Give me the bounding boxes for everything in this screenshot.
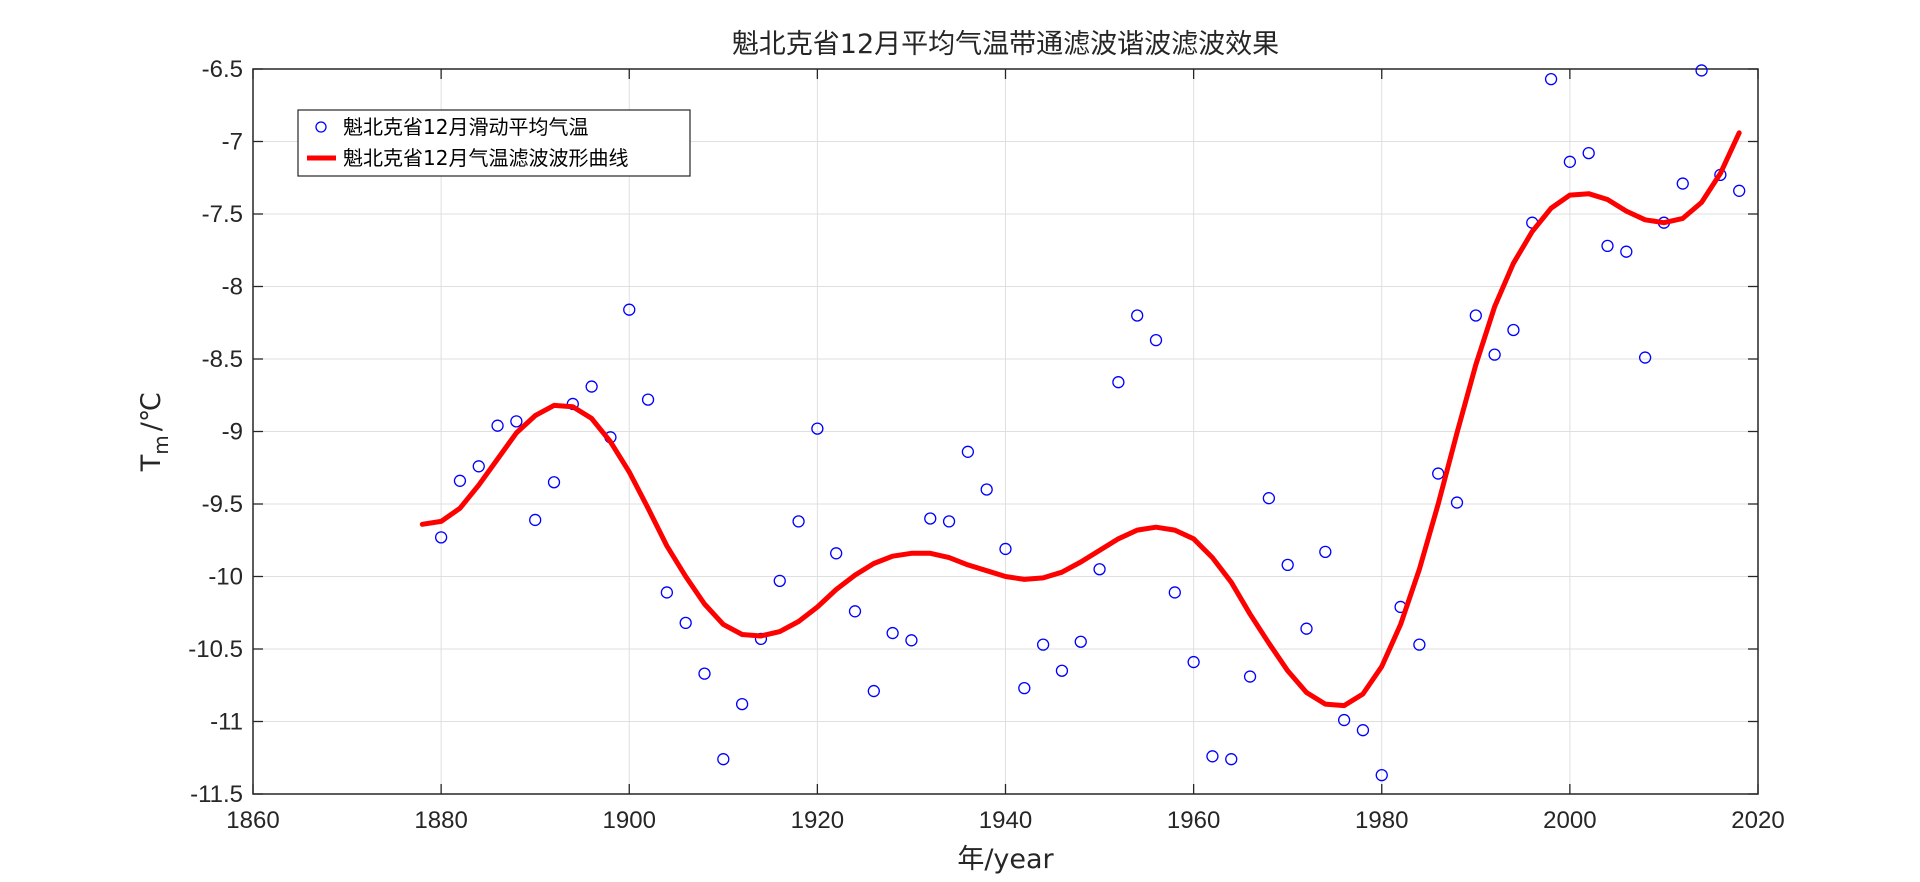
y-tick-label: -8 [222,274,243,301]
scatter-point [1544,73,1558,86]
y-axis-label-unit: /℃ [136,392,167,431]
y-tick-label: -6.5 [202,56,243,83]
scatter-point [547,476,561,489]
x-axis-label: 年/year [957,844,1054,875]
scatter-point [1112,376,1125,389]
x-tick-label: 2000 [1543,807,1596,834]
scatter-point [623,303,636,316]
scatter-point [679,616,692,630]
x-axis: 1860 1880 1900 1920 1940 1960 1980 2000 2020 [226,69,1785,834]
scatter-point [1676,177,1689,190]
scatter-point [660,586,674,599]
scatter-point [830,547,843,560]
scatter-point [942,515,956,528]
x-tick-label: 1900 [603,807,656,834]
scatter-point [1733,184,1746,197]
chart-title: 魁北克省12月平均气温带通滤波谐波滤波效果 [732,29,1279,60]
scatter-point [1356,724,1370,737]
y-tick-label: -7 [222,129,243,156]
scatter-point [453,474,467,487]
scatter-point [1638,351,1652,364]
scatter-point [510,415,523,428]
scatter-point [980,483,993,496]
x-tick-label: 1860 [226,807,279,834]
legend-marker-scatter [315,121,327,133]
scatter-point [1582,146,1595,160]
y-tick-label: -8.5 [202,346,243,373]
scatter-point [848,605,862,618]
scatter-point [886,626,899,640]
y-tick-label: -9 [222,419,243,446]
scatter-point [1093,563,1106,576]
scatter-point [1469,309,1482,322]
scatter-point [1225,753,1238,766]
scatter-point [1206,750,1219,763]
scatter-point [698,667,711,680]
scatter-point [1243,670,1257,683]
scatter-point [1168,586,1181,599]
x-tick-label: 1980 [1355,807,1408,834]
scatter-point [867,684,880,698]
y-axis-label-main: T [136,454,167,472]
x-tick-label: 1960 [1167,807,1220,834]
scatter-point [1620,245,1633,258]
scatter-point [1488,348,1501,361]
scatter-point [529,513,542,527]
scatter-point [792,515,805,528]
y-axis: -6.5 -7 -7.5 -8 -8.5 -9 -9.5 -10 -10.5 -11 -11.5 [188,56,1758,808]
y-tick-label: -9.5 [202,491,243,518]
scatter-point [434,531,448,544]
legend-label-scatter: 魁北克省12月滑动平均气温 [343,115,588,139]
scatter-point [811,422,824,435]
grid [252,68,1759,795]
x-tick-label: 1940 [979,807,1032,834]
x-tick-label: 1920 [791,807,844,834]
scatter-point [1074,635,1087,648]
scatter-point [491,419,504,432]
scatter-point [773,574,786,587]
scatter-point [735,697,749,711]
y-tick-label: -11.5 [190,781,243,808]
scatter-point [1450,496,1464,509]
scatter-point [472,460,485,473]
legend-label-line: 魁北克省12月气温滤波波形曲线 [343,146,628,170]
scatter-point [999,542,1012,556]
scatter-point [1601,239,1614,253]
scatter-point [1281,558,1294,572]
legend-box [297,109,691,177]
scatter-point [905,634,918,647]
scatter-point [1695,64,1708,77]
y-tick-label: -7.5 [202,201,243,228]
legend: 魁北克省12月滑动平均气温 魁北克省12月气温滤波波形曲线 [297,109,691,177]
scatter-point [1413,638,1426,651]
x-tick-label: 2020 [1731,807,1784,834]
filtered-curve-line [419,130,1742,709]
scatter-point [1187,655,1200,669]
scatter-point [1300,622,1313,635]
scatter-point [1262,492,1276,505]
x-tick-label: 1880 [414,807,467,834]
scatter-point [1375,769,1388,782]
scatter-point [1507,323,1520,337]
scatter-point [961,445,975,458]
scatter-point [1337,713,1351,727]
scatter-point [1319,545,1332,558]
scatter-point [641,393,655,406]
y-tick-label: -10.5 [188,636,243,663]
scatter-point [1036,638,1050,651]
scatter-point [924,512,937,525]
scatter-point [585,380,598,393]
y-axis-label-subscript: m [149,435,173,454]
scatter-point [754,632,768,645]
scatter-point [1131,309,1144,322]
y-axis-label: Tm /℃ [136,392,173,472]
scatter-point [1018,682,1031,695]
scatter-point [1055,664,1069,677]
y-tick-label: -10 [208,564,243,591]
scatter-point [717,753,730,766]
scatter-point [1563,155,1577,168]
y-tick-label: -11 [210,709,243,736]
scatter-point [1149,333,1163,347]
